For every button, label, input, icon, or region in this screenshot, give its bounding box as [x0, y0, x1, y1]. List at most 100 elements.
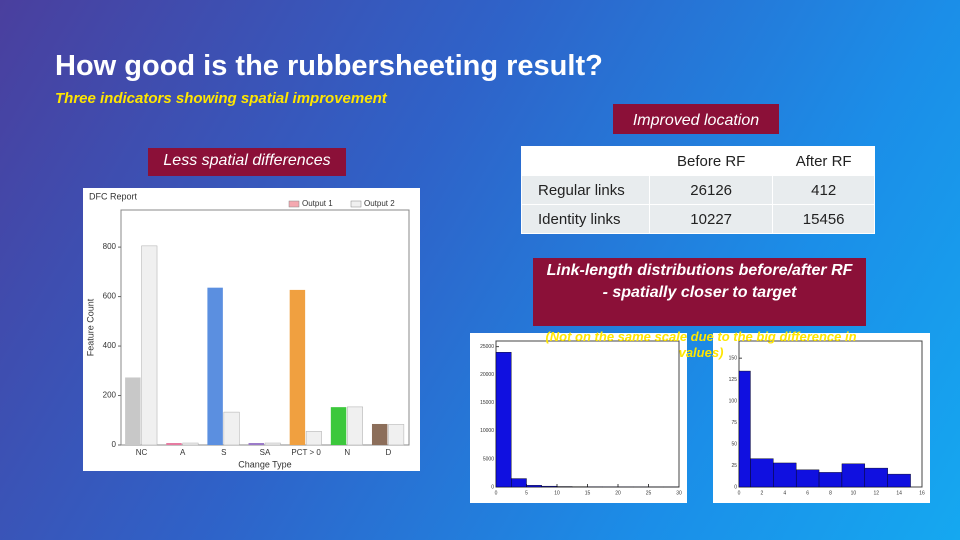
- y-tick-label: 200: [103, 391, 117, 400]
- table-cell: 412: [772, 175, 875, 205]
- y-tick-label: 600: [103, 292, 117, 301]
- slide-title: How good is the rubbersheeting result?: [55, 50, 603, 82]
- histogram-bar: [526, 485, 542, 488]
- table-cell: 26126: [648, 175, 774, 205]
- x-tick-label: SA: [260, 448, 271, 457]
- x-tick-label: PCT > 0: [291, 448, 321, 457]
- x-tick-label: S: [221, 448, 226, 457]
- legend-label: Output 2: [364, 199, 395, 208]
- y-tick-label: 150: [729, 356, 738, 362]
- comparison-table: Before RF After RF Regular links 26126 412 …: [521, 146, 875, 234]
- x-tick-label: 14: [896, 490, 902, 496]
- bar: [371, 423, 388, 445]
- x-tick-label: 15: [585, 490, 591, 496]
- y-tick-label: 800: [103, 242, 117, 251]
- y-tick-label: 25: [731, 463, 737, 469]
- bar: [347, 406, 363, 446]
- histogram-bar: [818, 472, 843, 488]
- x-tick-label: 16: [919, 490, 925, 496]
- x-tick-label: 30: [676, 490, 682, 496]
- x-tick-label: N: [344, 448, 350, 457]
- y-tick-label: 0: [734, 484, 737, 490]
- bar: [264, 442, 281, 446]
- histogram-bar: [795, 469, 820, 488]
- x-tick-label: 10: [554, 490, 560, 496]
- table-header: Before RF: [648, 146, 774, 176]
- y-tick-label: 10000: [480, 428, 494, 434]
- y-tick-label: 125: [729, 377, 738, 383]
- bar: [305, 431, 322, 446]
- legend-label: Output 1: [302, 199, 333, 208]
- table-row: Identity links 10227 15456: [521, 204, 875, 234]
- legend-swatch: [288, 200, 300, 208]
- callout-line: - spatially closer to target: [602, 284, 797, 301]
- x-tick-label: A: [180, 448, 186, 457]
- note: (Not on the same scale due to the big di…: [545, 329, 857, 360]
- histogram-bar: [738, 370, 751, 488]
- chart: DFC Report Change Type Feature Count 0 200 40…: [83, 188, 420, 471]
- x-tick-label: 4: [783, 490, 786, 496]
- callout-line: Link-length distributions before/after R…: [546, 262, 853, 279]
- chart-title: DFC Report: [89, 191, 138, 201]
- table-cell: 10227: [648, 204, 774, 234]
- bar: [207, 287, 223, 445]
- y-tick-label: 400: [103, 341, 117, 350]
- histogram-bar: [541, 485, 558, 488]
- histogram-bar: [773, 462, 797, 488]
- histogram-bar: [841, 463, 866, 488]
- x-tick-label: D: [386, 448, 392, 457]
- y-axis-label: Feature Count: [85, 298, 95, 356]
- bar: [388, 424, 405, 446]
- y-tick-label: 15000: [480, 400, 494, 406]
- x-tick-label: NC: [136, 448, 148, 457]
- x-tick-label: 5: [525, 490, 528, 496]
- table-cell: Regular links: [521, 175, 650, 205]
- table-row: Regular links 26126 412: [521, 175, 875, 205]
- callout: Link-length distributions before/after R…: [533, 258, 866, 326]
- x-tick-label: 20: [615, 490, 621, 496]
- y-tick-label: 75: [731, 420, 737, 426]
- slide-subtitle: Three indicators showing spatial improve…: [55, 90, 387, 107]
- chart: 0 5000 10000 15000 20000 25000 0 5 10 15 20 25 30: [470, 333, 687, 503]
- bar: [141, 245, 158, 446]
- table-header: After RF: [772, 146, 875, 176]
- x-tick-label: 0: [738, 490, 741, 496]
- y-tick-label: 0: [112, 440, 117, 449]
- histogram-bar: [887, 473, 911, 488]
- y-tick-label: 5000: [483, 456, 494, 462]
- x-tick-label: 10: [851, 490, 857, 496]
- callout: Less spatial differences: [148, 148, 346, 176]
- x-tick-label: 8: [829, 490, 832, 496]
- chart: 0 25 50 75 100 125 150 0 2 4 6 8 10 12 14 16: [713, 333, 930, 503]
- histogram-bar: [495, 352, 512, 488]
- bar: [182, 442, 199, 446]
- y-tick-label: 50: [731, 441, 737, 447]
- x-tick-label: 0: [495, 490, 498, 496]
- x-tick-label: 2: [760, 490, 763, 496]
- y-tick-label: 100: [729, 398, 738, 404]
- callout: Improved location alignment: [613, 104, 779, 162]
- y-tick-label: 20000: [480, 372, 494, 378]
- y-tick-label: 25000: [480, 344, 494, 350]
- bar: [125, 377, 141, 445]
- histogram-bar: [750, 458, 774, 488]
- legend-swatch: [350, 200, 362, 208]
- bar: [223, 411, 240, 446]
- table-row: Before RF After RF: [521, 146, 875, 176]
- x-tick-label: 12: [873, 490, 879, 496]
- y-tick-label: 0: [491, 484, 494, 490]
- bar: [330, 407, 347, 445]
- x-axis-label: Change Type: [238, 459, 291, 469]
- bar: [166, 443, 182, 445]
- table-cell: [521, 146, 650, 176]
- histogram-bar: [511, 478, 527, 488]
- table-cell: 15456: [772, 204, 875, 234]
- histogram-bar: [864, 467, 888, 488]
- bar: [248, 443, 264, 445]
- plot-area: [495, 340, 680, 488]
- x-tick-label: 6: [806, 490, 809, 496]
- table-cell: Identity links: [521, 204, 650, 234]
- x-tick-label: 25: [646, 490, 652, 496]
- bar: [289, 289, 306, 445]
